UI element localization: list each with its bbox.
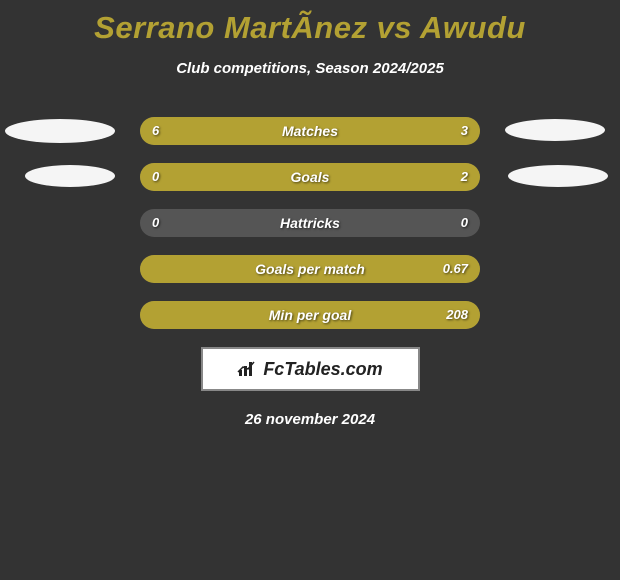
stat-row: 0Hattricks0	[140, 209, 480, 237]
date-text: 26 november 2024	[0, 411, 620, 428]
subtitle: Club competitions, Season 2024/2025	[0, 60, 620, 77]
page-title: Serrano MartÃ­nez vs Awudu	[0, 10, 620, 46]
stat-value-right: 0	[461, 209, 468, 237]
player-left-ellipse-large	[5, 119, 115, 143]
stat-row: 0Goals2	[140, 163, 480, 191]
stat-row: Min per goal208	[140, 301, 480, 329]
stat-label: Goals	[140, 163, 480, 191]
stat-value-right: 0.67	[443, 255, 468, 283]
comparison-infographic: Serrano MartÃ­nez vs Awudu Club competit…	[0, 10, 620, 428]
stat-row: Goals per match0.67	[140, 255, 480, 283]
stat-value-right: 3	[461, 117, 468, 145]
player-left-ellipse-small	[25, 165, 115, 187]
logo: FcTables.com	[237, 359, 382, 380]
stat-label: Hattricks	[140, 209, 480, 237]
stat-label: Goals per match	[140, 255, 480, 283]
stats-area: 6Matches30Goals20Hattricks0Goals per mat…	[0, 117, 620, 428]
stat-value-right: 2	[461, 163, 468, 191]
stat-label: Min per goal	[140, 301, 480, 329]
player-right-ellipse-large	[505, 119, 605, 141]
chart-icon	[237, 360, 259, 378]
stat-value-right: 208	[446, 301, 468, 329]
player-right-ellipse-small	[508, 165, 608, 187]
logo-box: FcTables.com	[201, 347, 420, 391]
stat-label: Matches	[140, 117, 480, 145]
stat-row: 6Matches3	[140, 117, 480, 145]
logo-text: FcTables.com	[263, 359, 382, 380]
